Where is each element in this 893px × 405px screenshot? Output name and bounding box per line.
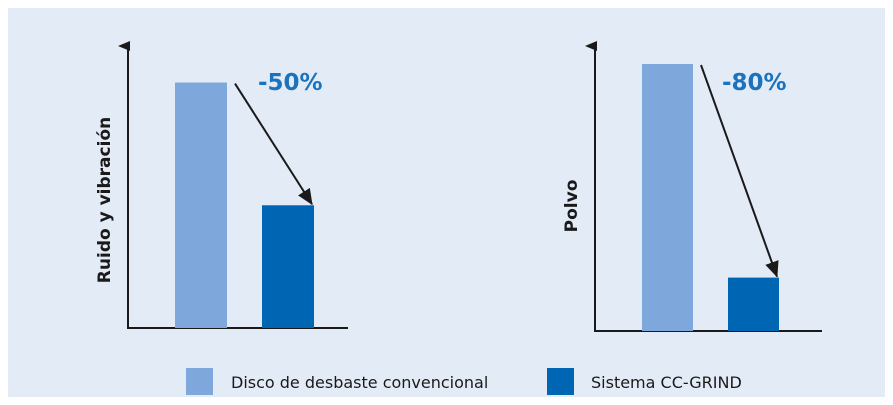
bar-noise-conventional xyxy=(175,82,227,328)
legend: Disco de desbaste convencional Sistema C… xyxy=(186,368,742,395)
chart-noise: -50% Ruido y vibración xyxy=(95,41,348,329)
arrow-noise-reduction xyxy=(234,83,313,206)
annotation-dust-reduction: -80% xyxy=(722,70,787,96)
legend-swatch-ccgrind xyxy=(547,368,574,395)
legend-label-conventional: Disco de desbaste convencional xyxy=(231,373,488,392)
legend-swatch-conventional xyxy=(186,368,213,395)
chart-dust: -80% Polvo xyxy=(562,41,822,332)
annotation-noise-reduction: -50% xyxy=(258,70,323,96)
chart-panel xyxy=(8,8,885,397)
legend-label-ccgrind: Sistema CC-GRIND xyxy=(591,373,742,392)
bar-dust-ccgrind xyxy=(728,277,779,331)
bar-noise-ccgrind xyxy=(262,205,314,328)
ylabel-dust: Polvo xyxy=(562,180,582,233)
bar-dust-conventional xyxy=(642,64,693,331)
ylabel-noise: Ruido y vibración xyxy=(95,117,115,283)
arrow-dust-reduction xyxy=(700,64,779,278)
